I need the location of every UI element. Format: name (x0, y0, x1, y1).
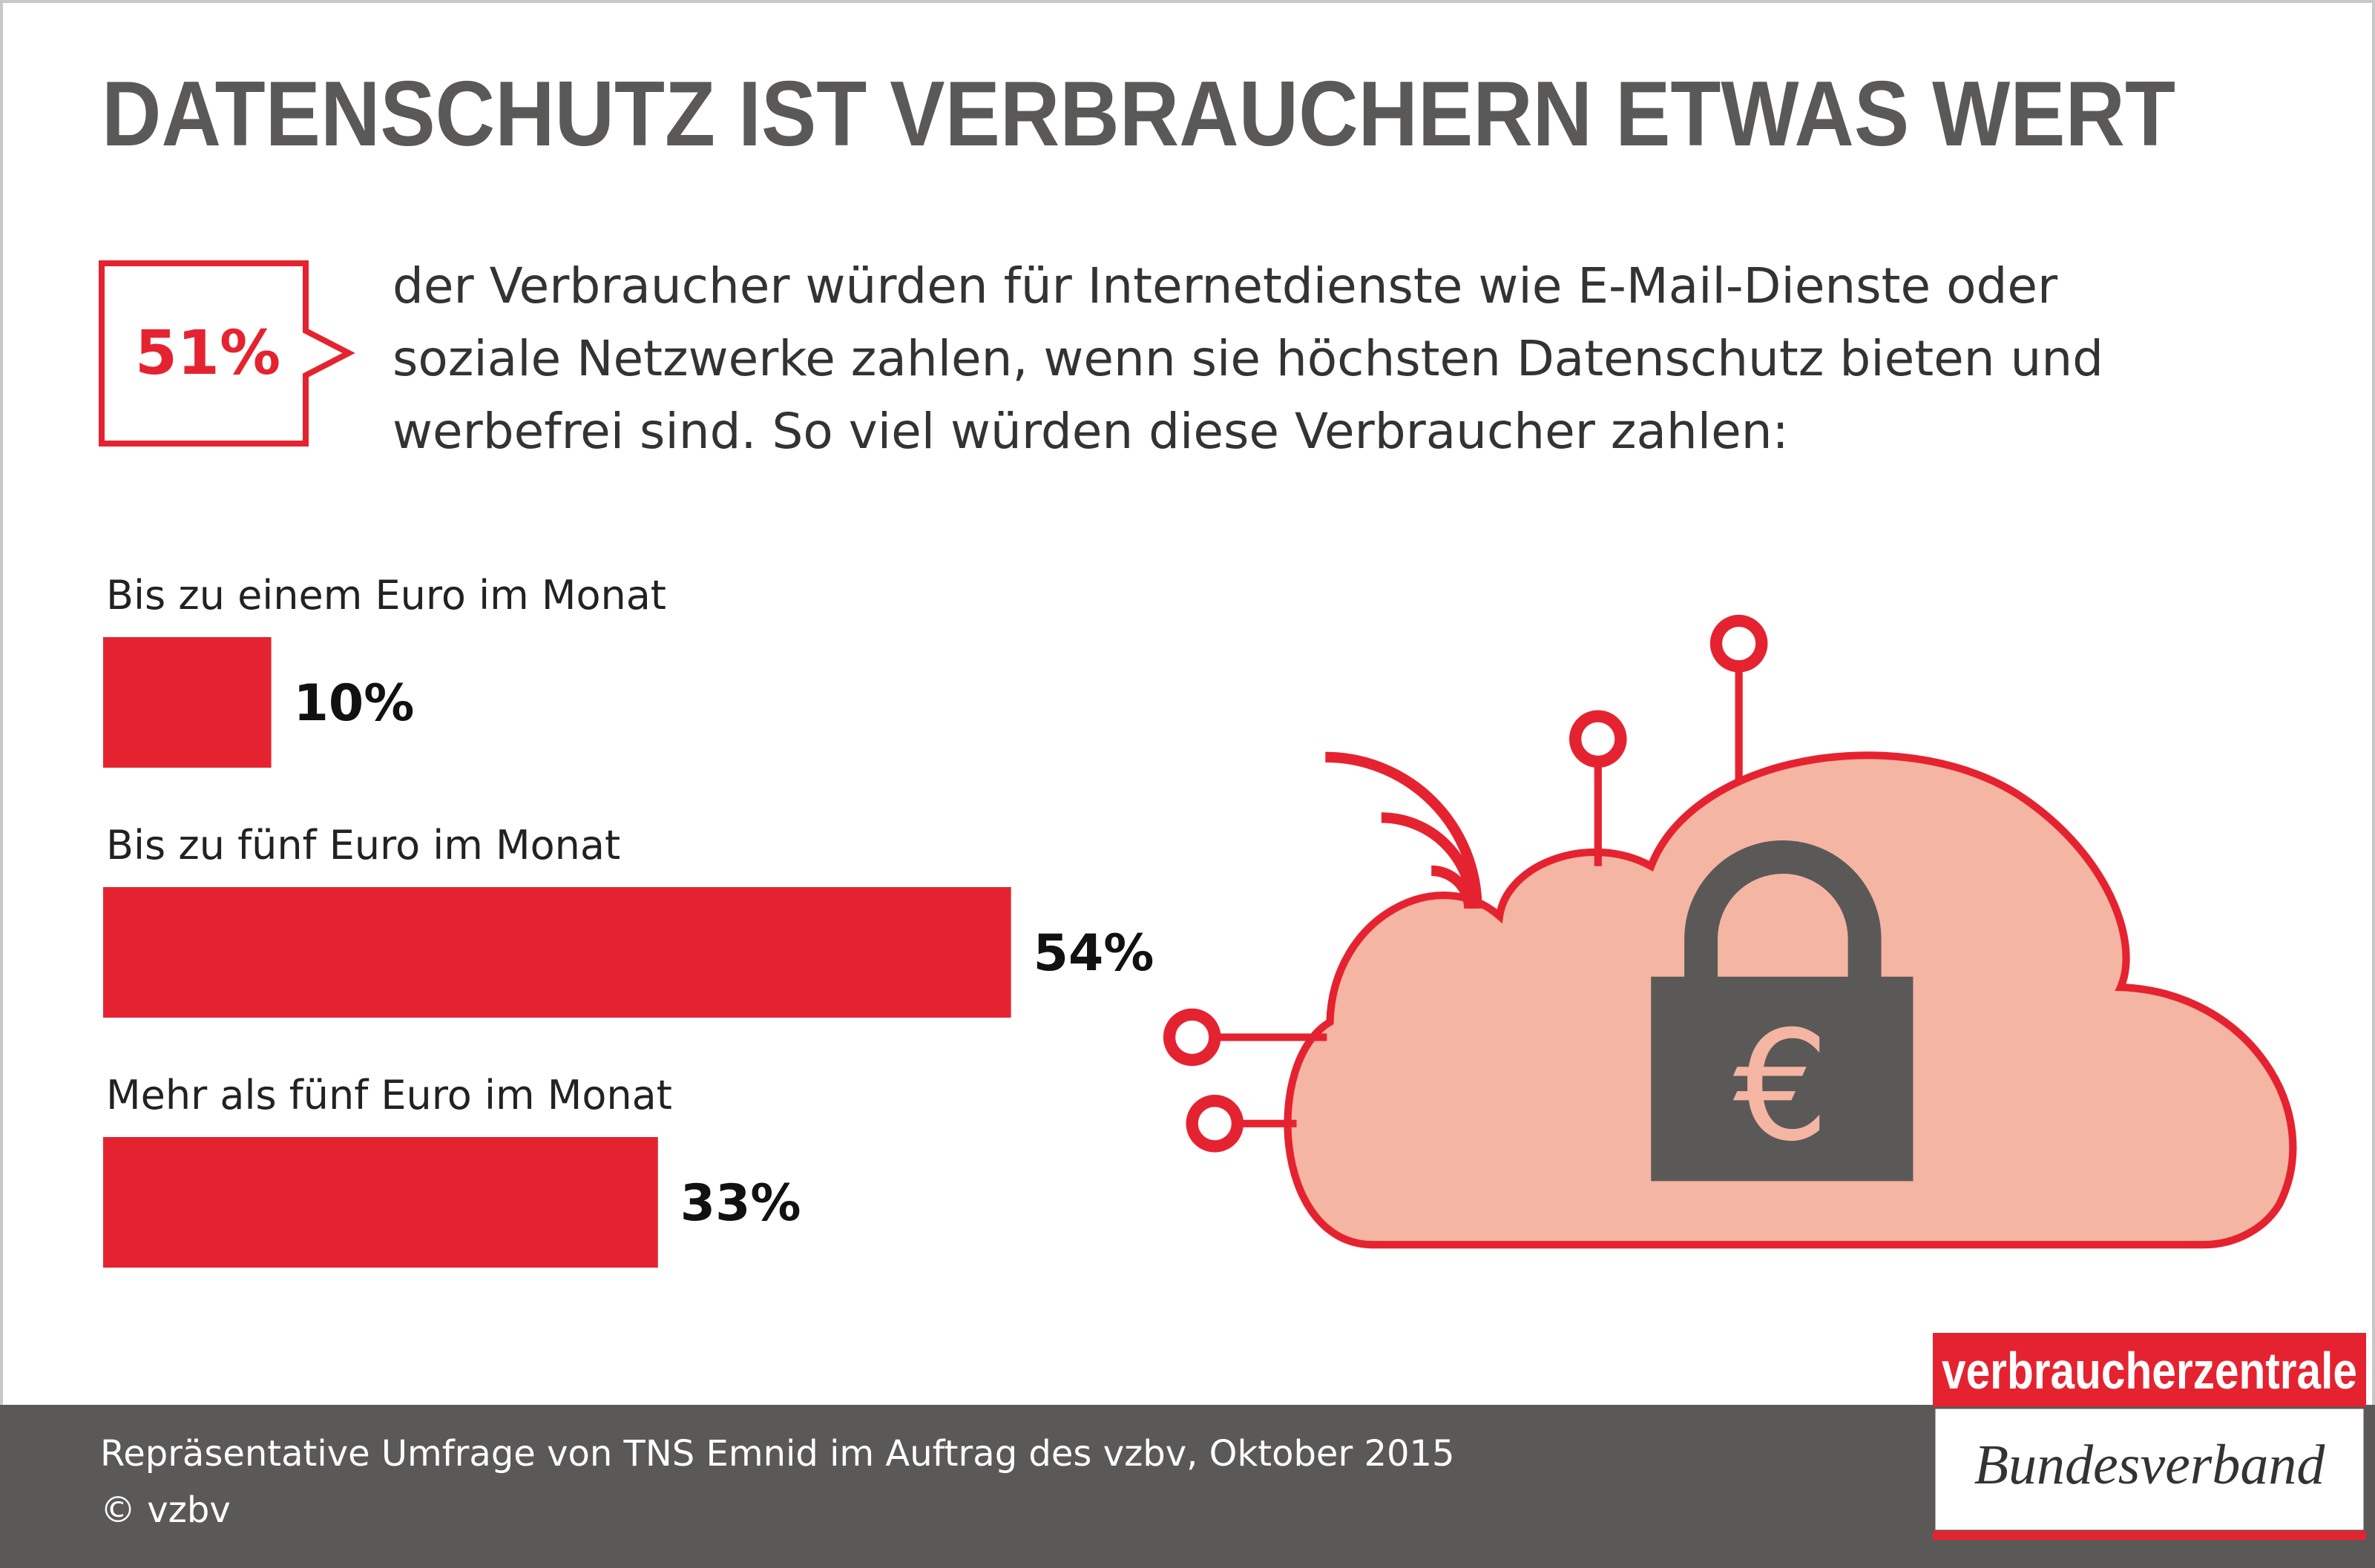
highlight-box (99, 260, 355, 447)
value-label: 54% (1034, 924, 1154, 983)
logo-stripe (1933, 1531, 2366, 1540)
category-label: Bis zu fünf Euro im Monat (106, 822, 620, 869)
bar (103, 1137, 658, 1268)
svg-text:€: € (1733, 999, 1830, 1175)
logo-box (1933, 1333, 2366, 1408)
highlight-value: 51% (135, 318, 280, 389)
description-line: soziale Netzwerke zahlen, wenn sie höchs… (392, 330, 2103, 387)
logo-sub-box (1933, 1406, 2366, 1532)
category-label: Mehr als fünf Euro im Monat (106, 1072, 672, 1119)
description-line: werbefrei sind. So viel würden diese Ver… (392, 403, 1789, 460)
copyright: © vzbv (100, 1489, 231, 1531)
logo-subname: Bundesverband (1974, 1434, 2326, 1496)
bar (103, 887, 1011, 1018)
title: DATENSCHUTZ IST VERBRAUCHERN ETWAS WERT (102, 63, 2175, 165)
category-label: Bis zu einem Euro im Monat (106, 572, 666, 619)
source-note: Repräsentative Umfrage von TNS Emnid im … (100, 1433, 1455, 1475)
value-label: 10% (294, 674, 415, 733)
value-label: 33% (680, 1174, 801, 1233)
bar (103, 637, 272, 768)
logo-name: verbraucherzentrale (1942, 1342, 2357, 1400)
description-line: der Verbraucher würden für Internetdiens… (392, 257, 2058, 314)
cloud-illustration: € (1163, 614, 2297, 1249)
